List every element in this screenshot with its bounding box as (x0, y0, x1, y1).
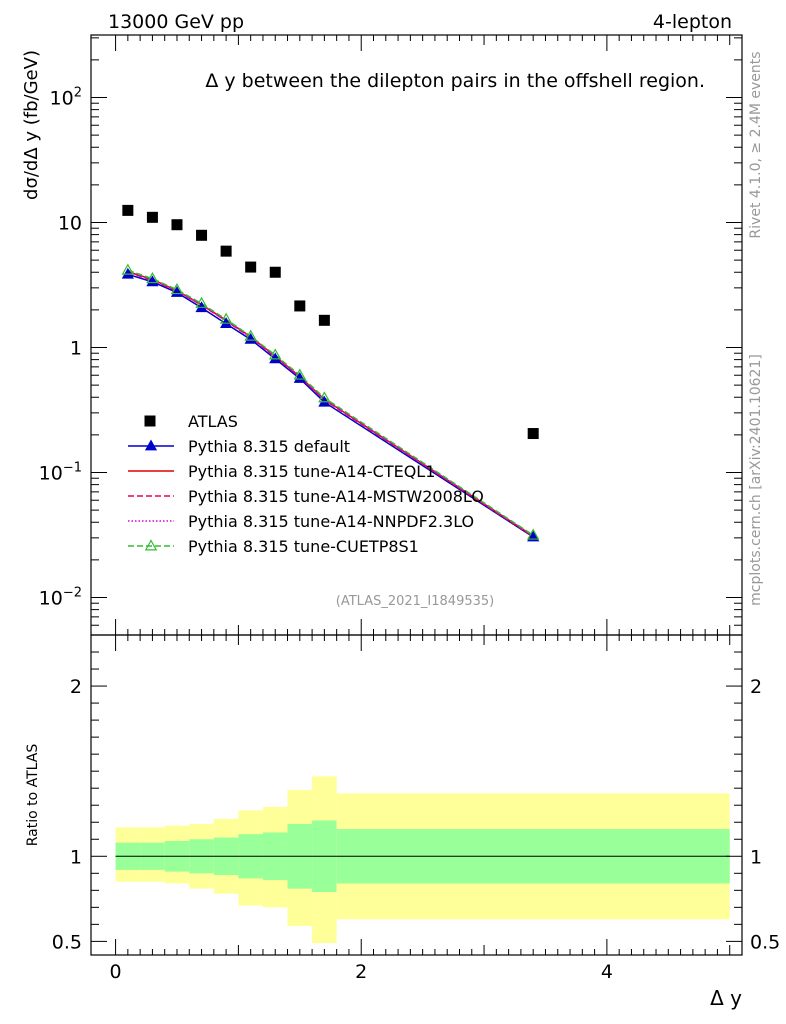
series-0-point-5 (244, 332, 257, 344)
series-4-point-6 (268, 348, 282, 360)
series-4-point-0 (121, 263, 135, 275)
series-4-point-7 (293, 368, 307, 380)
atlas-point-8 (318, 314, 330, 326)
header-beam-label: 13000 GeV pp (108, 11, 244, 33)
atlas-point-2 (171, 219, 183, 231)
series-0-point-7 (293, 371, 306, 383)
ratio-y-tick-label-left-1: 1 (70, 846, 82, 868)
ratio-y-tick-label-left-2: 2 (70, 676, 82, 698)
ratio-bands (115, 776, 730, 944)
x-tick-label-2: 4 (601, 961, 613, 983)
main-y-tick-label-3: 10 (58, 213, 82, 235)
atlas-point-6 (269, 266, 281, 278)
atlas-point-7 (294, 300, 306, 312)
axis-ticks: 10−2 10−1 1 10 102 0 2 4 0.5 0.5 1 1 2 2 (39, 35, 780, 983)
main-y-tick-label-0: 10−2 (39, 586, 82, 610)
x-tick-label-0: 0 (110, 961, 122, 983)
series-4-point-2 (170, 282, 184, 295)
legend-label-3: Pythia 8.315 tune-A14-MSTW2008LO (188, 487, 484, 506)
ratio-y-tick-label-right-1: 1 (750, 846, 762, 868)
rivet-version-label: Rivet 4.1.0, ≥ 2.4M events (748, 51, 764, 238)
legend-marker-0 (144, 439, 158, 451)
atlas-point-5 (245, 261, 257, 273)
main-y-axis-label: dσ/dΔ y (fb/GeV) (21, 50, 42, 200)
atlas-point-4 (220, 245, 232, 257)
legend-label-5: Pythia 8.315 tune-CUETP8S1 (188, 537, 419, 556)
ratio-y-tick-label-right-2: 2 (750, 676, 762, 698)
legend-label-1: Pythia 8.315 default (188, 437, 350, 456)
legend-label-0: ATLAS (188, 412, 238, 431)
series-4-point-8 (318, 391, 331, 403)
main-plot-area (121, 204, 540, 542)
series-0-point-0 (121, 267, 134, 279)
series-4-point-3 (195, 296, 208, 308)
chart-title: Δ y between the dilepton pairs in the of… (205, 70, 705, 92)
atlas-point-1 (146, 211, 158, 223)
legend-label-2: Pythia 8.315 tune-A14-CTEQL1 (188, 462, 435, 481)
atlas-point-0 (122, 204, 134, 216)
main-y-tick-label-2: 1 (70, 338, 82, 360)
series-4-point-5 (244, 329, 257, 341)
x-tick-label-1: 2 (355, 961, 367, 983)
series-line-0 (127, 273, 534, 538)
legend: ATLAS Pythia 8.315 default Pythia 8.315 tu… (128, 412, 484, 556)
legend-marker-4 (144, 539, 158, 551)
series-line-4 (127, 269, 534, 536)
header-process-label: 4-lepton (653, 11, 732, 33)
main-y-tick-label-4: 102 (50, 86, 82, 110)
mcplots-label: mcplots.cern.ch [arXiv:2401.10621] (748, 354, 764, 606)
series-4-point-1 (146, 271, 159, 284)
series-4-point-4 (219, 312, 233, 324)
atlas-point-9 (527, 428, 539, 440)
series-4-point-9 (526, 528, 540, 540)
series-0-point-6 (269, 352, 282, 364)
legend-label-4: Pythia 8.315 tune-A14-NNPDF2.3LO (188, 512, 474, 531)
main-y-tick-label-1: 10−1 (39, 461, 82, 485)
analysis-watermark: (ATLAS_2021_I1849535) (336, 594, 494, 609)
ratio-y-tick-label-left-0: 0.5 (52, 931, 82, 953)
ratio-frame (90, 634, 743, 956)
x-axis-label: Δ y (710, 986, 742, 1010)
legend-marker-atlas (144, 415, 156, 427)
atlas-point-3 (196, 229, 208, 241)
ratio-y-tick-label-right-0: 0.5 (750, 931, 780, 953)
series-line-3 (127, 271, 534, 537)
ratio-y-axis-label: Ratio to ATLAS (25, 744, 41, 847)
series-0-point-1 (146, 275, 159, 287)
